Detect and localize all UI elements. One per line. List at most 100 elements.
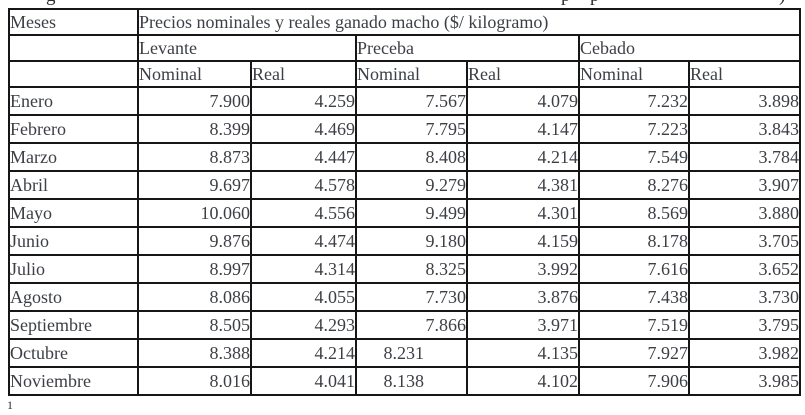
subheader-nominal: Nominal [355,60,468,88]
value-cell: 8.325 [355,254,468,284]
value-cell: 9.499 [355,198,468,228]
value-cell: 8.505 [137,310,252,340]
empty-cell [8,60,139,88]
header-row-subheaders: Nominal Real Nominal Real Nominal Real [8,60,802,88]
value-cell: 3.992 [466,254,580,284]
value-cell: 7.730 [355,282,468,312]
table-row: Febrero 8.399 4.469 7.795 4.147 7.223 3.843 [8,114,802,144]
value-cell: 9.697 [137,170,252,200]
value-cell: 3.876 [466,282,580,312]
value-cell: 4.578 [250,170,357,200]
subheader-real: Real [466,60,580,88]
month-cell: Marzo [8,142,139,172]
value-cell: 8.178 [578,226,690,256]
value-cell: 3.898 [687,86,802,116]
caption-fragment: ) [779,0,785,6]
value-cell: 3.982 [687,338,802,368]
subheader-real: Real [250,60,357,88]
month-cell: Septiembre [8,310,139,340]
value-cell: 3.907 [687,170,802,200]
value-cell: 4.381 [466,170,580,200]
month-cell: Julio [8,254,139,284]
value-cell: 3.985 [687,366,802,396]
value-cell: 4.214 [250,338,357,368]
value-cell: 4.135 [466,338,580,368]
empty-cell [8,34,139,62]
value-cell: 10.060 [137,198,252,228]
value-cell: 7.795 [355,114,468,144]
value-cell: 4.469 [250,114,357,144]
table-header: Meses Precios nominales y reales ganado … [8,8,802,88]
table-row: Septiembre 8.505 4.293 7.866 3.971 7.519 3.795 [8,310,802,340]
value-cell: 9.279 [355,170,468,200]
value-cell: 8.569 [578,198,690,228]
value-cell: 4.159 [466,226,580,256]
value-cell: 7.567 [355,86,468,116]
table-row: Noviembre 8.016 4.041 8.138 4.102 7.906 3.985 [8,366,802,396]
value-cell: 4.055 [250,282,357,312]
prices-table: Meses Precios nominales y reales ganado … [8,8,802,396]
value-cell: 3.971 [466,310,580,340]
value-cell: 4.474 [250,226,357,256]
value-cell: 7.549 [578,142,690,172]
value-cell: 8.399 [137,114,252,144]
value-cell: 7.519 [578,310,690,340]
table-row: Marzo 8.873 4.447 8.408 4.214 7.549 3.784 [8,142,802,172]
table-row: Abril 9.697 4.578 9.279 4.381 8.276 3.907 [8,170,802,200]
value-cell: 4.293 [250,310,357,340]
value-cell: 7.232 [578,86,690,116]
value-cell: 3.705 [687,226,802,256]
value-cell: 8.016 [137,366,252,396]
subheader-real: Real [687,60,802,88]
value-cell: 7.900 [137,86,252,116]
month-cell: Abril [8,170,139,200]
header-row-title: Meses Precios nominales y reales ganado … [8,8,802,36]
value-cell: 7.616 [578,254,690,284]
value-cell: 9.180 [355,226,468,256]
table-body: Enero 7.900 4.259 7.567 4.079 7.232 3.898 Febre… [8,86,802,396]
subheader-nominal: Nominal [578,60,690,88]
value-cell: 8.997 [137,254,252,284]
month-cell: Junio [8,226,139,256]
table-row: Junio 9.876 4.474 9.180 4.159 8.178 3.705 [8,226,802,256]
group-header-preceba: Preceba [355,34,580,62]
value-cell: 7.223 [578,114,690,144]
month-cell: Octubre [8,338,139,368]
value-cell: 8.086 [137,282,252,312]
header-row-groups: Levante Preceba Cebado [8,34,802,62]
value-cell: 8.408 [355,142,468,172]
value-cell: 3.730 [687,282,802,312]
value-cell: 8.231 [355,338,468,368]
value-cell: 3.843 [687,114,802,144]
value-cell: 4.556 [250,198,357,228]
value-cell: 7.438 [578,282,690,312]
value-cell: 7.927 [578,338,690,368]
value-cell: 8.873 [137,142,252,172]
caption-fragment: g [46,0,56,6]
value-cell: 8.138 [355,366,468,396]
table-row: Enero 7.900 4.259 7.567 4.079 7.232 3.898 [8,86,802,116]
value-cell: 7.866 [355,310,468,340]
value-cell: 4.447 [250,142,357,172]
group-header-cebado: Cebado [577,34,802,62]
corner-header-meses: Meses [8,8,139,36]
footnote-marker: 1 [7,398,13,412]
table-row: Julio 8.997 4.314 8.325 3.992 7.616 3.652 [8,254,802,284]
value-cell: 3.880 [687,198,802,228]
caption-fragment: p [561,0,571,6]
value-cell: 4.259 [250,86,357,116]
value-cell: 3.652 [687,254,802,284]
value-cell: 4.147 [466,114,580,144]
value-cell: 3.795 [687,310,802,340]
group-header-levante: Levante [137,34,357,62]
value-cell: 8.276 [578,170,690,200]
month-cell: Febrero [8,114,139,144]
value-cell: 4.301 [466,198,580,228]
caption-fragment: p [590,0,600,6]
cropped-caption-line: g p p ) [0,0,805,6]
table-row: Octubre 8.388 4.214 8.231 4.135 7.927 3.982 [8,338,802,368]
value-cell: 3.784 [687,142,802,172]
value-cell: 4.314 [250,254,357,284]
month-cell: Noviembre [8,366,139,396]
value-cell: 9.876 [137,226,252,256]
